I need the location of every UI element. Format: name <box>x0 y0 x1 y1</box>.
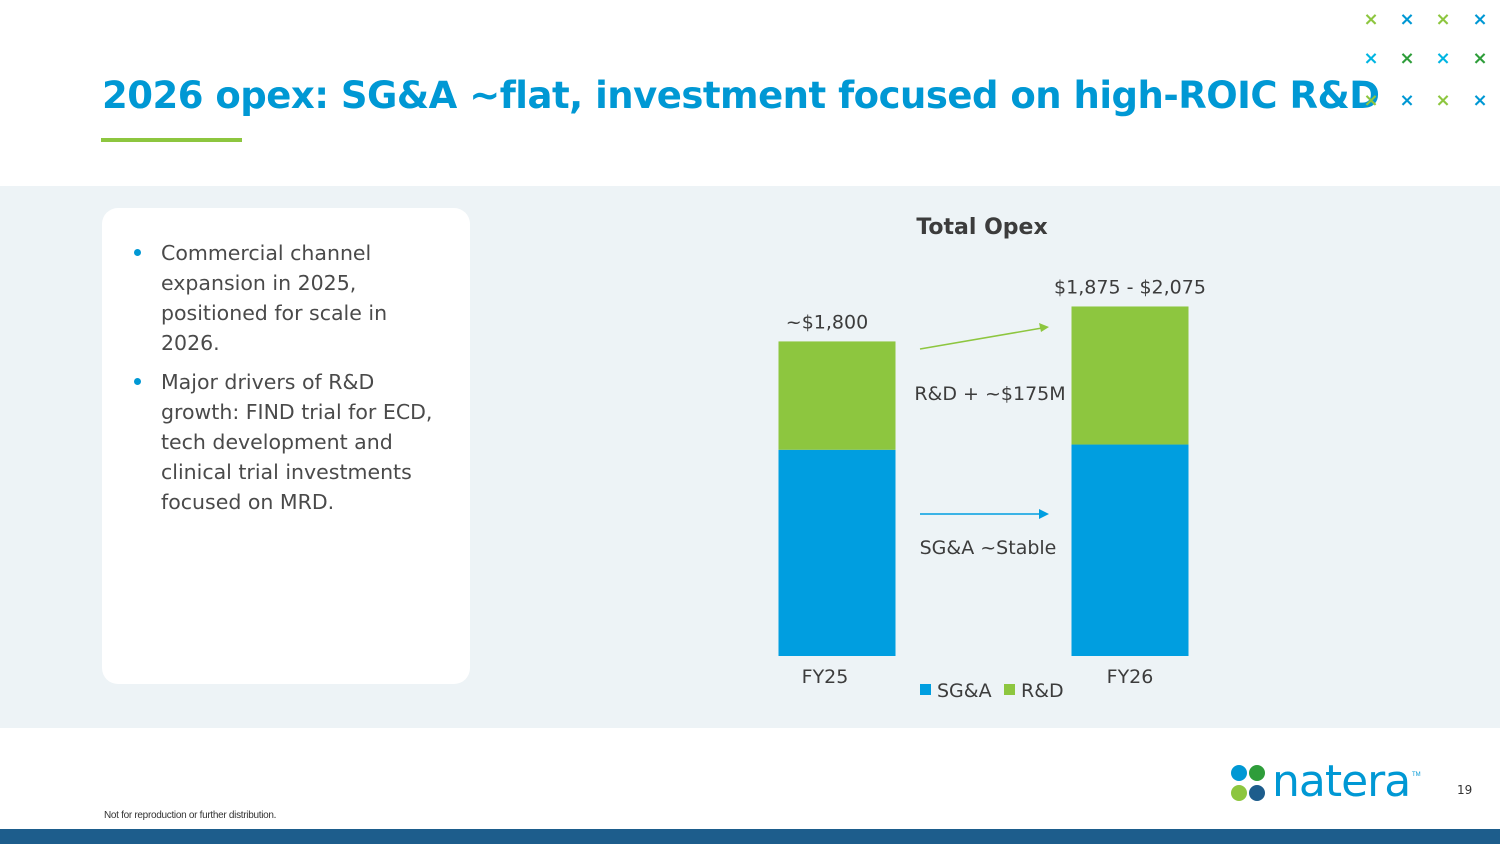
bar-sga-fy25 <box>778 449 896 656</box>
rd-annotation: R&D + ~$175M <box>914 383 1065 405</box>
total-label-fy25: ~$1,800 <box>786 311 868 333</box>
decorative-x-icon: × <box>1435 48 1451 69</box>
bullet-dot-icon <box>134 249 141 256</box>
decorative-x-icon: × <box>1399 9 1415 30</box>
footer-disclaimer: Not for reproduction or further distribu… <box>104 810 277 821</box>
legend-swatch-sga <box>920 684 931 695</box>
decorative-x-icon: × <box>1472 90 1488 111</box>
natera-logo-trademark: TM <box>1412 772 1421 778</box>
bullet-dot-icon <box>134 378 141 385</box>
decorative-x-icon: × <box>1363 48 1379 69</box>
decorative-x-icon: × <box>1472 48 1488 69</box>
bullet-text: Major drivers of R&D growth: FIND trial … <box>161 370 433 514</box>
rd-growth-arrow <box>919 327 1043 350</box>
chart-title: Total Opex <box>916 215 1047 240</box>
decorative-x-icon: × <box>1363 9 1379 30</box>
natera-logo: natera TM <box>1228 756 1428 812</box>
sga-annotation: SG&A ~Stable <box>920 537 1057 559</box>
x-tick-label-fy26: FY26 <box>1107 666 1154 688</box>
legend-label-rd: R&D <box>1021 680 1064 702</box>
legend-label-sga: SG&A <box>937 680 992 702</box>
decorative-x-pattern: × × × × × × × × × × × × <box>1352 6 1500 122</box>
decorative-x-icon: × <box>1399 48 1415 69</box>
page-number: 19 <box>1457 783 1473 797</box>
bullet-list: Commercial channel expansion in 2025, po… <box>134 238 440 517</box>
x-tick-label-fy25: FY25 <box>802 666 849 688</box>
decorative-x-icon: × <box>1435 9 1451 30</box>
bar-sga-fy26 <box>1071 444 1189 656</box>
legend-swatch-rd <box>1004 684 1015 695</box>
decorative-x-icon: × <box>1399 90 1415 111</box>
bullet-item: Major drivers of R&D growth: FIND trial … <box>134 367 440 517</box>
bullet-item: Commercial channel expansion in 2025, po… <box>134 238 440 358</box>
bar-rd-fy25 <box>778 341 896 450</box>
title-underline <box>101 138 242 142</box>
decorative-x-icon: × <box>1435 90 1451 111</box>
bottom-bar <box>0 829 1500 844</box>
rd-arrowhead-icon <box>1039 323 1049 332</box>
natera-logo-mark-icon <box>1231 765 1265 801</box>
total-label-fy26: $1,875 - $2,075 <box>1054 276 1206 298</box>
bar-rd-fy26 <box>1071 306 1189 445</box>
bullet-text: Commercial channel expansion in 2025, po… <box>161 241 388 355</box>
sga-arrowhead-icon <box>1039 509 1049 519</box>
decorative-x-icon: × <box>1472 9 1488 30</box>
bars-layer <box>778 306 1189 656</box>
bullet-card: Commercial channel expansion in 2025, po… <box>102 208 470 684</box>
slide-title: 2026 opex: SG&A ~flat, investment focuse… <box>102 74 1380 117</box>
natera-logo-wordmark: natera <box>1272 756 1411 807</box>
decorative-x-icon: × <box>1363 90 1379 111</box>
chart-legend: SG&A R&D <box>920 680 1064 702</box>
